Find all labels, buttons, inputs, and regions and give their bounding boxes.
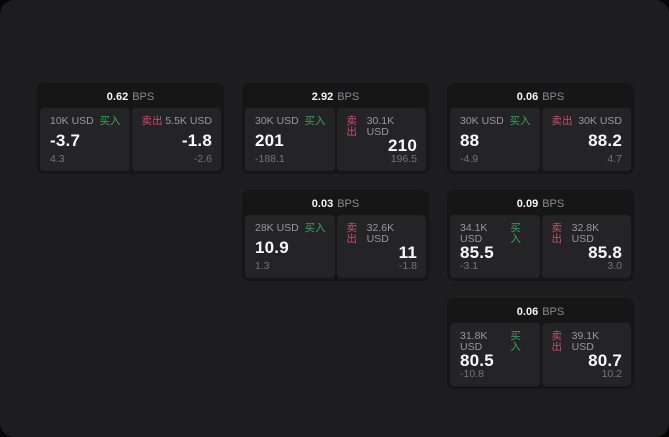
notional-label: 32.6K USD bbox=[366, 222, 395, 245]
sell-change-value: 4.7 bbox=[607, 152, 622, 165]
sell-side-label: 卖出 bbox=[551, 222, 563, 245]
buy-side-label: 买入 bbox=[509, 115, 531, 127]
buy-change-value: -10.8 bbox=[460, 368, 484, 380]
bps-header: 0.06 BPS bbox=[450, 301, 631, 323]
bps-header: 0.09 BPS bbox=[450, 193, 631, 215]
notional-label: 30.1K USD bbox=[366, 115, 395, 138]
notional-label: 34.1K USD bbox=[460, 222, 488, 245]
buy-price-value: 80.5 bbox=[460, 351, 494, 370]
sell-price-value: 85.8 bbox=[588, 243, 622, 262]
bps-unit-label: BPS bbox=[337, 90, 360, 103]
bps-unit-label: BPS bbox=[132, 90, 155, 103]
quote-card: 0.06 BPS 30K USD 买入 88 -4.9 卖出 30K USD 8… bbox=[447, 83, 634, 174]
sell-quote-panel[interactable]: 卖出 30.1K USD 210 196.5 bbox=[336, 108, 426, 171]
sell-price-value: 210 bbox=[388, 136, 417, 155]
buy-price-value: 88 bbox=[460, 130, 480, 150]
sell-side-label: 卖出 bbox=[346, 115, 358, 138]
quote-card: 0.03 BPS 28K USD 买入 10.9 1.3 卖出 32.6K US… bbox=[242, 190, 429, 281]
notional-label: 28K USD bbox=[255, 222, 299, 234]
bps-unit-label: BPS bbox=[542, 90, 565, 103]
notional-label: 5.5K USD bbox=[165, 115, 212, 127]
sell-change-value: 3.0 bbox=[607, 260, 622, 272]
sell-side-label: 卖出 bbox=[346, 222, 358, 245]
sell-price-value: -1.8 bbox=[181, 130, 212, 150]
notional-label: 39.1K USD bbox=[571, 330, 600, 353]
sell-price-value: 80.7 bbox=[588, 351, 622, 370]
buy-change-value: 1.3 bbox=[255, 259, 270, 272]
buy-change-value: -188.1 bbox=[255, 152, 285, 165]
sell-side-label: 卖出 bbox=[551, 330, 563, 353]
bps-header: 0.03 BPS bbox=[245, 193, 426, 215]
sell-quote-panel[interactable]: 卖出 5.5K USD -1.8 -2.6 bbox=[131, 108, 221, 171]
bps-header: 0.62 BPS bbox=[40, 86, 221, 108]
sell-side-label: 卖出 bbox=[141, 115, 163, 127]
buy-change-value: 4.3 bbox=[50, 152, 65, 165]
sell-price-value: 11 bbox=[398, 243, 417, 262]
buy-quote-panel[interactable]: 34.1K USD 买入 85.5 -3.1 bbox=[450, 215, 540, 278]
buy-change-value: -4.9 bbox=[460, 152, 479, 165]
buy-price-value: 201 bbox=[255, 130, 284, 150]
sell-price-value: 88.2 bbox=[588, 130, 622, 150]
buy-side-label: 买入 bbox=[510, 330, 521, 353]
notional-label: 10K USD bbox=[50, 115, 94, 127]
quote-card: 0.62 BPS 10K USD 买入 -3.7 4.3 卖出 5.5K USD… bbox=[37, 83, 224, 174]
sell-change-value: 10.2 bbox=[601, 368, 622, 380]
notional-label: 30K USD bbox=[255, 115, 299, 127]
buy-quote-panel[interactable]: 30K USD 买入 88 -4.9 bbox=[450, 108, 540, 171]
bps-value: 0.03 bbox=[311, 197, 334, 210]
buy-change-value: -3.1 bbox=[460, 260, 479, 272]
notional-label: 30K USD bbox=[460, 115, 504, 127]
sell-change-value: 196.5 bbox=[390, 153, 417, 165]
sell-quote-panel[interactable]: 卖出 32.8K USD 85.8 3.0 bbox=[541, 215, 631, 278]
bps-header: 2.92 BPS bbox=[245, 86, 426, 108]
bps-value: 2.92 bbox=[311, 90, 334, 103]
buy-quote-panel[interactable]: 10K USD 买入 -3.7 4.3 bbox=[40, 108, 130, 171]
buy-price-value: -3.7 bbox=[50, 130, 81, 150]
bps-value: 0.62 bbox=[106, 90, 129, 103]
bps-unit-label: BPS bbox=[542, 305, 565, 318]
bps-header: 0.06 BPS bbox=[450, 86, 631, 108]
buy-price-value: 85.5 bbox=[460, 243, 494, 262]
buy-side-label: 买入 bbox=[99, 115, 121, 127]
quote-card: 0.06 BPS 31.8K USD 买入 80.5 -10.8 卖出 39.1… bbox=[447, 298, 634, 389]
notional-label: 32.8K USD bbox=[571, 222, 600, 245]
bps-value: 0.09 bbox=[516, 197, 539, 210]
buy-quote-panel[interactable]: 31.8K USD 买入 80.5 -10.8 bbox=[450, 323, 540, 386]
buy-side-label: 买入 bbox=[304, 115, 326, 127]
notional-label: 31.8K USD bbox=[460, 330, 488, 353]
sell-quote-panel[interactable]: 卖出 30K USD 88.2 4.7 bbox=[541, 108, 631, 171]
bps-value: 0.06 bbox=[516, 90, 539, 103]
buy-side-label: 买入 bbox=[510, 222, 521, 245]
sell-quote-panel[interactable]: 卖出 32.6K USD 11 -1.8 bbox=[336, 215, 426, 278]
sell-side-label: 卖出 bbox=[551, 115, 573, 127]
bps-unit-label: BPS bbox=[337, 197, 360, 210]
sell-change-value: -1.8 bbox=[398, 260, 417, 272]
bps-value: 0.06 bbox=[516, 305, 539, 318]
quote-card: 0.09 BPS 34.1K USD 买入 85.5 -3.1 卖出 32.8K… bbox=[447, 190, 634, 281]
buy-price-value: 10.9 bbox=[255, 237, 289, 257]
sell-quote-panel[interactable]: 卖出 39.1K USD 80.7 10.2 bbox=[541, 323, 631, 386]
bps-unit-label: BPS bbox=[542, 197, 565, 210]
quote-card: 2.92 BPS 30K USD 买入 201 -188.1 卖出 30.1K … bbox=[242, 83, 429, 174]
buy-quote-panel[interactable]: 28K USD 买入 10.9 1.3 bbox=[245, 215, 335, 278]
buy-side-label: 买入 bbox=[304, 222, 326, 234]
sell-change-value: -2.6 bbox=[193, 152, 212, 165]
buy-quote-panel[interactable]: 30K USD 买入 201 -188.1 bbox=[245, 108, 335, 171]
notional-label: 30K USD bbox=[578, 115, 622, 127]
